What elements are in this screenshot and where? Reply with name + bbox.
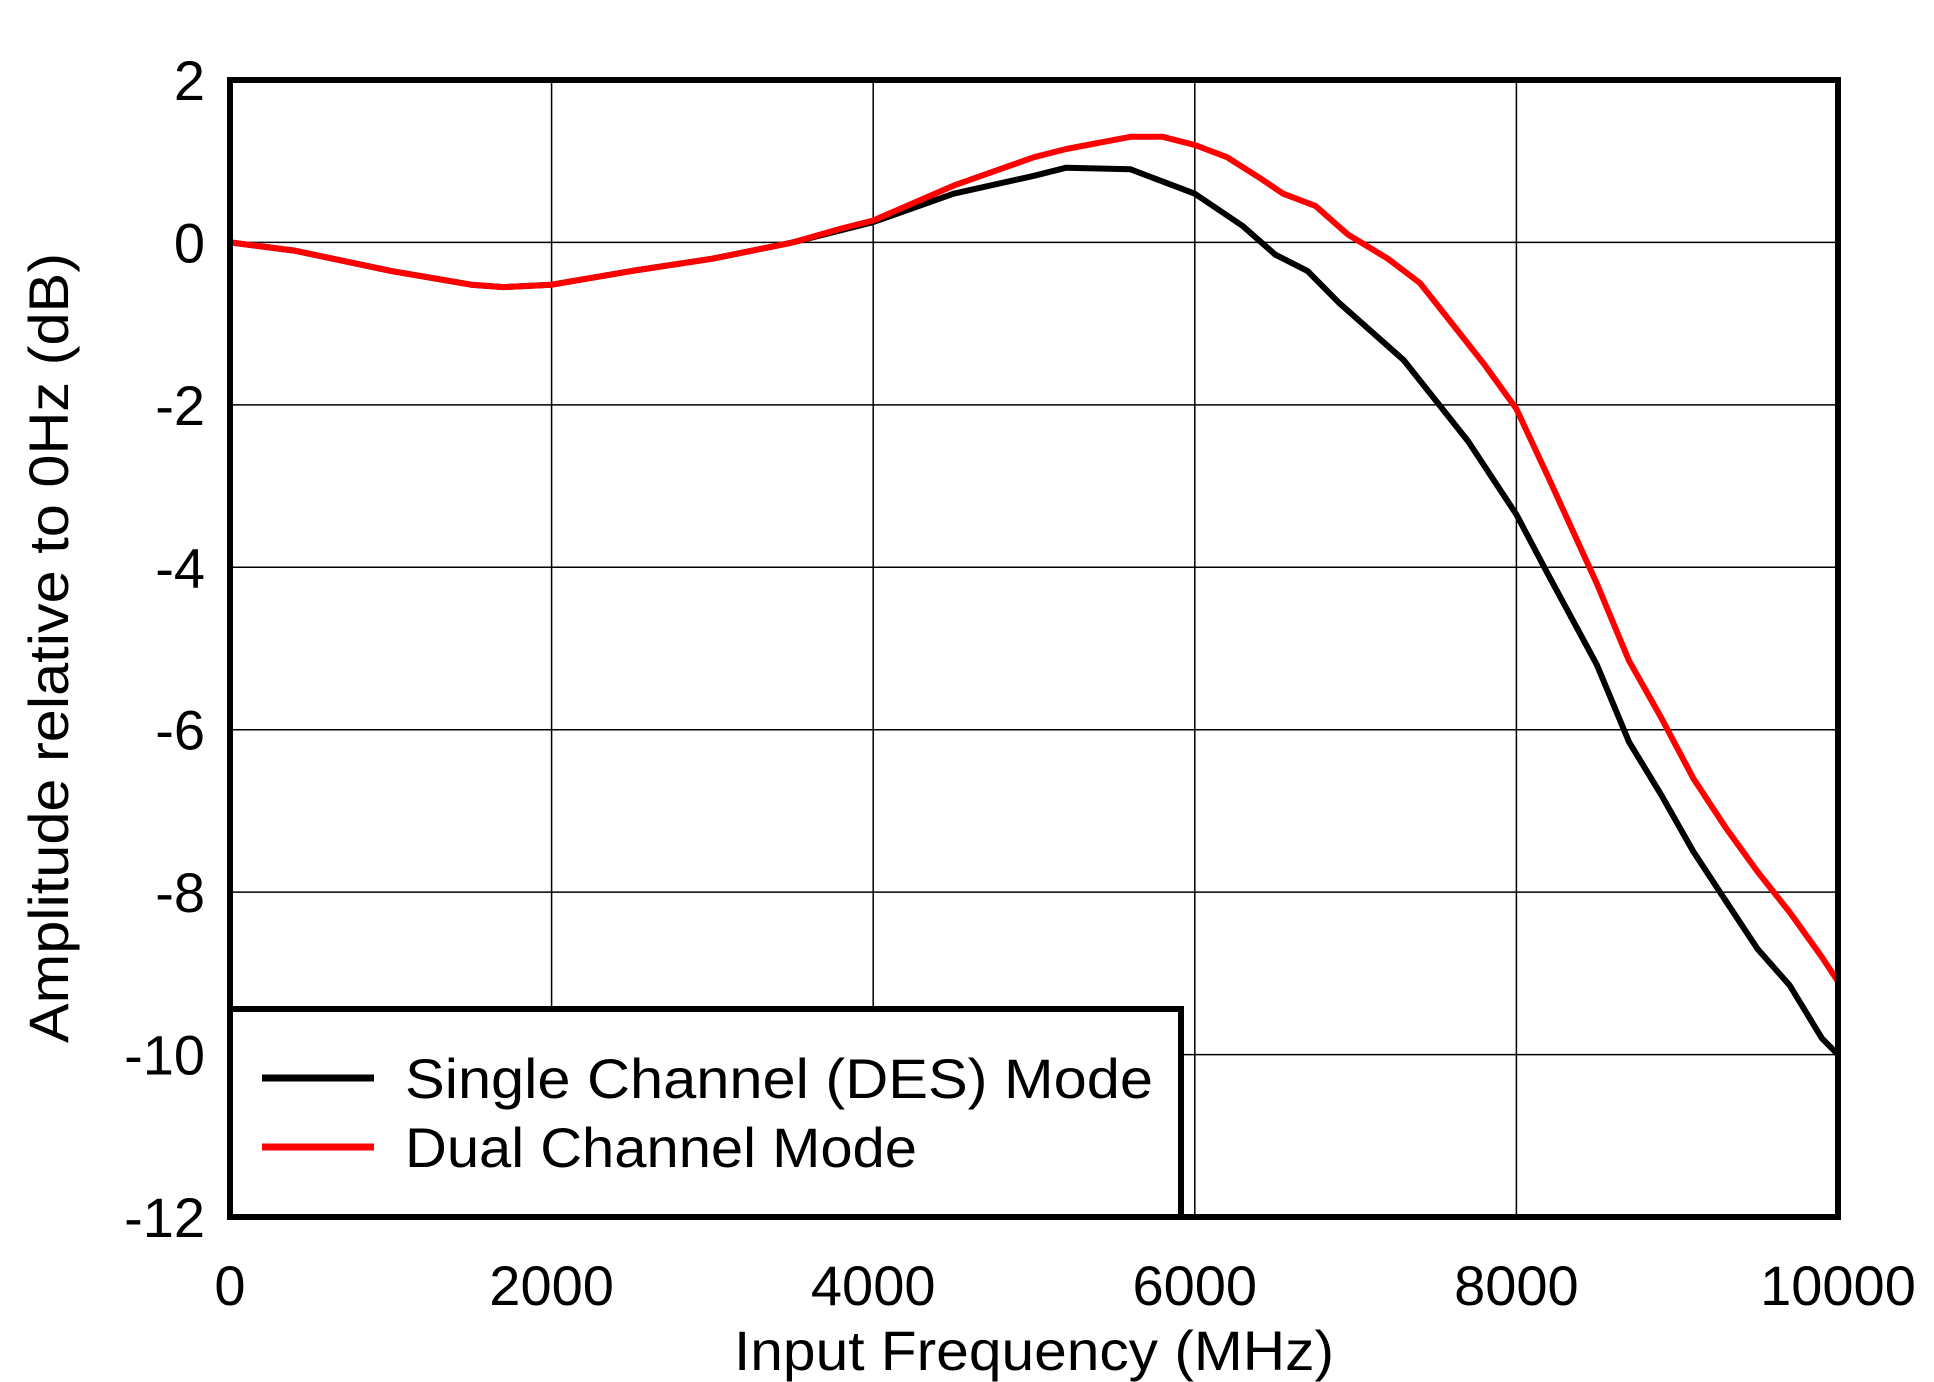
y-tick-label: -8 [155, 861, 205, 924]
y-tick-label: -4 [155, 536, 205, 599]
x-axis-label: Input Frequency (MHz) [734, 1319, 1334, 1382]
x-tick-label: 10000 [1760, 1254, 1916, 1317]
x-tick-labels: 0 2000 4000 6000 8000 10000 [214, 1254, 1915, 1317]
y-tick-label: -6 [155, 699, 205, 762]
y-axis-label: Amplitude relative to 0Hz (dB) [17, 253, 80, 1043]
x-tick-label: 0 [214, 1254, 245, 1317]
y-tick-label: 0 [174, 211, 205, 274]
y-tick-label: -12 [124, 1186, 205, 1249]
legend-label-single: Single Channel (DES) Mode [405, 1047, 1153, 1110]
x-tick-label: 4000 [811, 1254, 936, 1317]
y-tick-label: -10 [124, 1024, 205, 1087]
series-line-1 [229, 133, 1841, 984]
x-tick-label: 2000 [489, 1254, 614, 1317]
x-tick-label: 8000 [1454, 1254, 1579, 1317]
legend-label-dual: Dual Channel Mode [405, 1116, 917, 1179]
series-lines [229, 133, 1841, 1057]
x-tick-label: 6000 [1133, 1254, 1258, 1317]
legend: Single Channel (DES) Mode Dual Channel M… [227, 1006, 1184, 1220]
y-tick-labels: 2 0 -2 -4 -6 -8 -10 -12 [124, 49, 205, 1249]
y-tick-label: -2 [155, 374, 205, 437]
y-tick-label: 2 [174, 49, 205, 112]
series-line-0 [229, 164, 1841, 1057]
legend-box [227, 1006, 1184, 1220]
